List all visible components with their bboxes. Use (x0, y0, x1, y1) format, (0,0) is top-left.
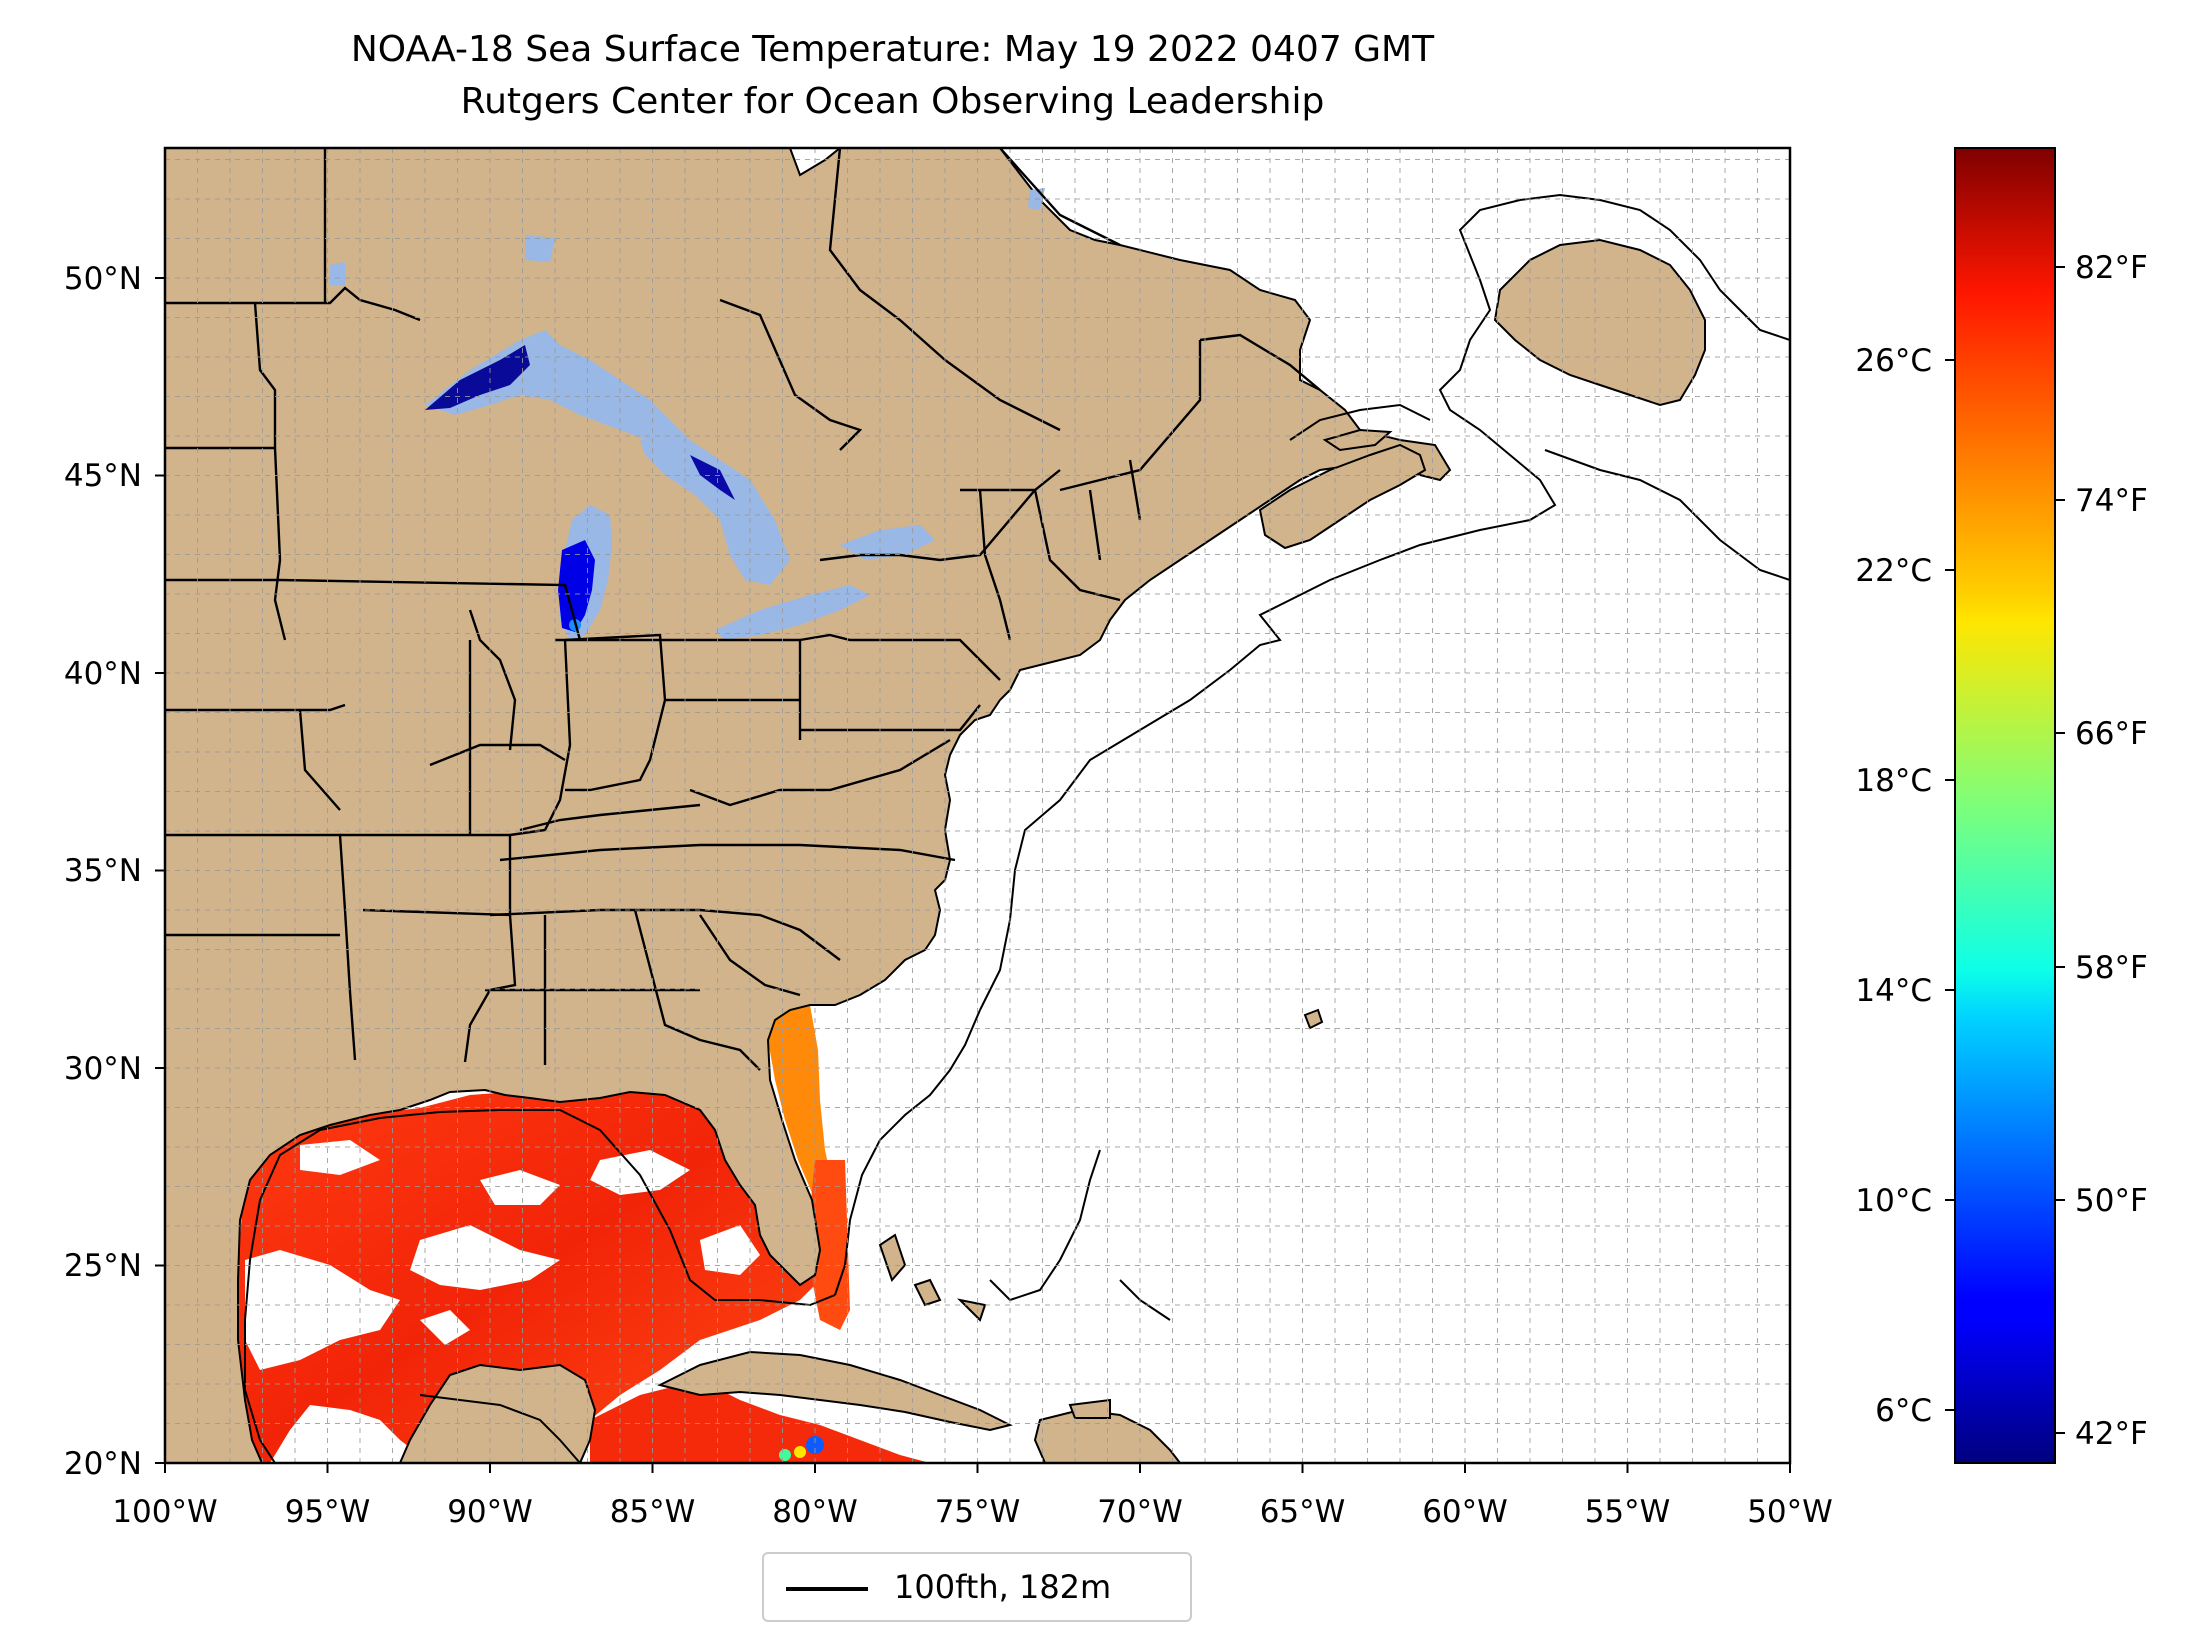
lake-erie (715, 585, 870, 640)
lat-tick-label: 25°N (64, 1248, 142, 1284)
sst-caribbean (590, 1380, 930, 1463)
lon-tick-label: 80°W (772, 1494, 858, 1530)
lon-tick-label: 100°W (112, 1494, 217, 1530)
colorbar: 6°C 10°C 14°C 18°C 22°C 26°C 42°F 50°F 5… (1855, 147, 2148, 1464)
colorbar-celsius-label: 14°C (1855, 973, 1932, 1009)
colorbar-fahrenheit-label: 58°F (2075, 950, 2148, 986)
lake-ontario (840, 525, 935, 560)
lon-tick-label: 70°W (1097, 1494, 1183, 1530)
lat-tick-label: 40°N (64, 656, 142, 692)
lon-tick-label: 75°W (935, 1494, 1021, 1530)
lon-tick-label: 65°W (1260, 1494, 1346, 1530)
lat-tick-label: 50°N (64, 261, 142, 297)
lon-tick-label: 90°W (447, 1494, 533, 1530)
sst-data-layer (236, 1005, 930, 1463)
lon-tick-label: 55°W (1585, 1494, 1671, 1530)
legend-label: 100fth, 182m (894, 1568, 1112, 1606)
lake-huron (640, 440, 790, 585)
map-title: NOAA-18 Sea Surface Temperature: May 19 … (350, 29, 1435, 70)
lon-tick-label: 60°W (1422, 1494, 1508, 1530)
colorbar-fahrenheit-label: 42°F (2075, 1416, 2148, 1452)
isobath-100fth (244, 193, 1790, 1463)
lat-tick-label: 20°N (64, 1446, 142, 1482)
colorbar-celsius-label: 26°C (1855, 343, 1932, 379)
land-layer (165, 148, 1706, 1463)
lake-superior (425, 330, 690, 445)
gridlines (165, 148, 1790, 1463)
colorbar-celsius-label: 18°C (1855, 763, 1932, 799)
lon-tick-label: 50°W (1747, 1494, 1833, 1530)
longitude-tick-labels: 100°W 95°W 90°W 85°W 80°W 75°W 70°W 65°W… (112, 1494, 1832, 1530)
lat-tick-label: 30°N (64, 1051, 142, 1087)
colorbar-celsius-label: 22°C (1855, 553, 1932, 589)
longitude-axis (164, 1463, 1791, 1473)
colorbar-fahrenheit-label: 50°F (2075, 1183, 2148, 1219)
lat-tick-label: 35°N (64, 853, 142, 889)
legend-line-swatch (786, 1587, 868, 1591)
lon-tick-label: 95°W (285, 1494, 371, 1530)
colorbar-fahrenheit-label: 74°F (2075, 483, 2148, 519)
latitude-tick-labels: 20°N 25°N 30°N 35°N 40°N 45°N 50°N (64, 261, 142, 1482)
yucatan-land (398, 1363, 597, 1463)
sst-lakes-cold (425, 345, 735, 632)
colorbar-gradient (1954, 147, 2056, 1464)
pei-land (1322, 428, 1393, 452)
lon-tick-label: 85°W (610, 1494, 696, 1530)
map-area (165, 148, 1790, 1463)
newfoundland-land (1493, 238, 1706, 407)
latitude-axis (155, 277, 165, 1464)
map-subtitle: Rutgers Center for Ocean Observing Leade… (460, 81, 1325, 122)
colorbar-fahrenheit-label: 82°F (2075, 250, 2148, 286)
colorbar-celsius-label: 10°C (1855, 1183, 1932, 1219)
lat-tick-label: 45°N (64, 458, 142, 494)
sst-florida-straits (808, 1160, 850, 1330)
nova-scotia-land (1258, 443, 1427, 550)
colorbar-celsius-label: 6°C (1875, 1393, 1932, 1429)
cuba-land (657, 1350, 1013, 1432)
isobath-legend: 100fth, 182m (762, 1552, 1192, 1622)
colorbar-fahrenheit-label: 66°F (2075, 716, 2148, 752)
